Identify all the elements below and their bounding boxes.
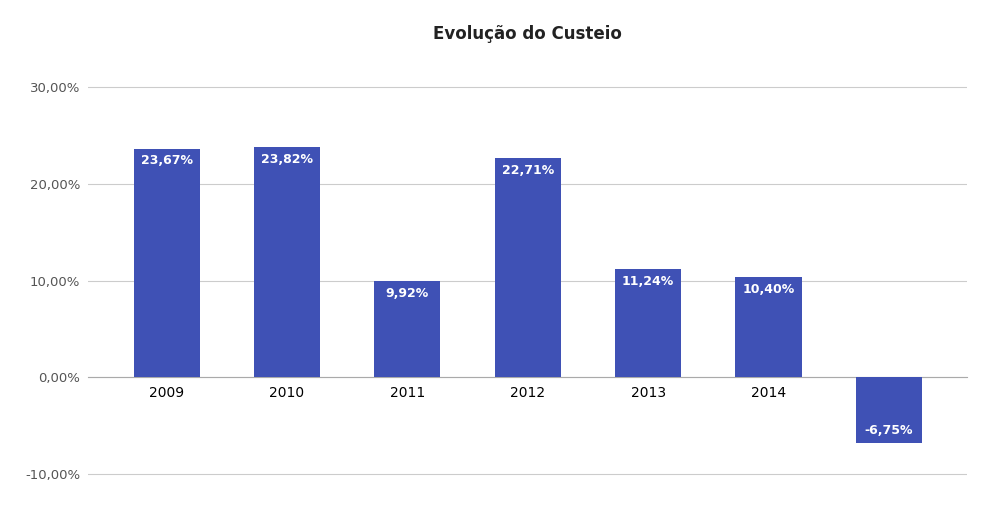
Text: 23,82%: 23,82% bbox=[261, 153, 313, 166]
Bar bbox=[856, 378, 922, 442]
Text: -6,75%: -6,75% bbox=[864, 424, 913, 437]
Bar bbox=[495, 158, 560, 378]
Text: 9,92%: 9,92% bbox=[386, 287, 429, 300]
Bar bbox=[374, 281, 440, 378]
Text: 23,67%: 23,67% bbox=[141, 154, 192, 167]
Title: Evolução do Custeio: Evolução do Custeio bbox=[434, 25, 622, 43]
Text: 22,71%: 22,71% bbox=[502, 164, 554, 177]
Text: 11,24%: 11,24% bbox=[622, 275, 675, 288]
Bar bbox=[615, 269, 682, 378]
Bar bbox=[254, 147, 320, 378]
Bar bbox=[735, 277, 802, 378]
Text: 10,40%: 10,40% bbox=[742, 282, 795, 296]
Bar bbox=[134, 148, 199, 378]
